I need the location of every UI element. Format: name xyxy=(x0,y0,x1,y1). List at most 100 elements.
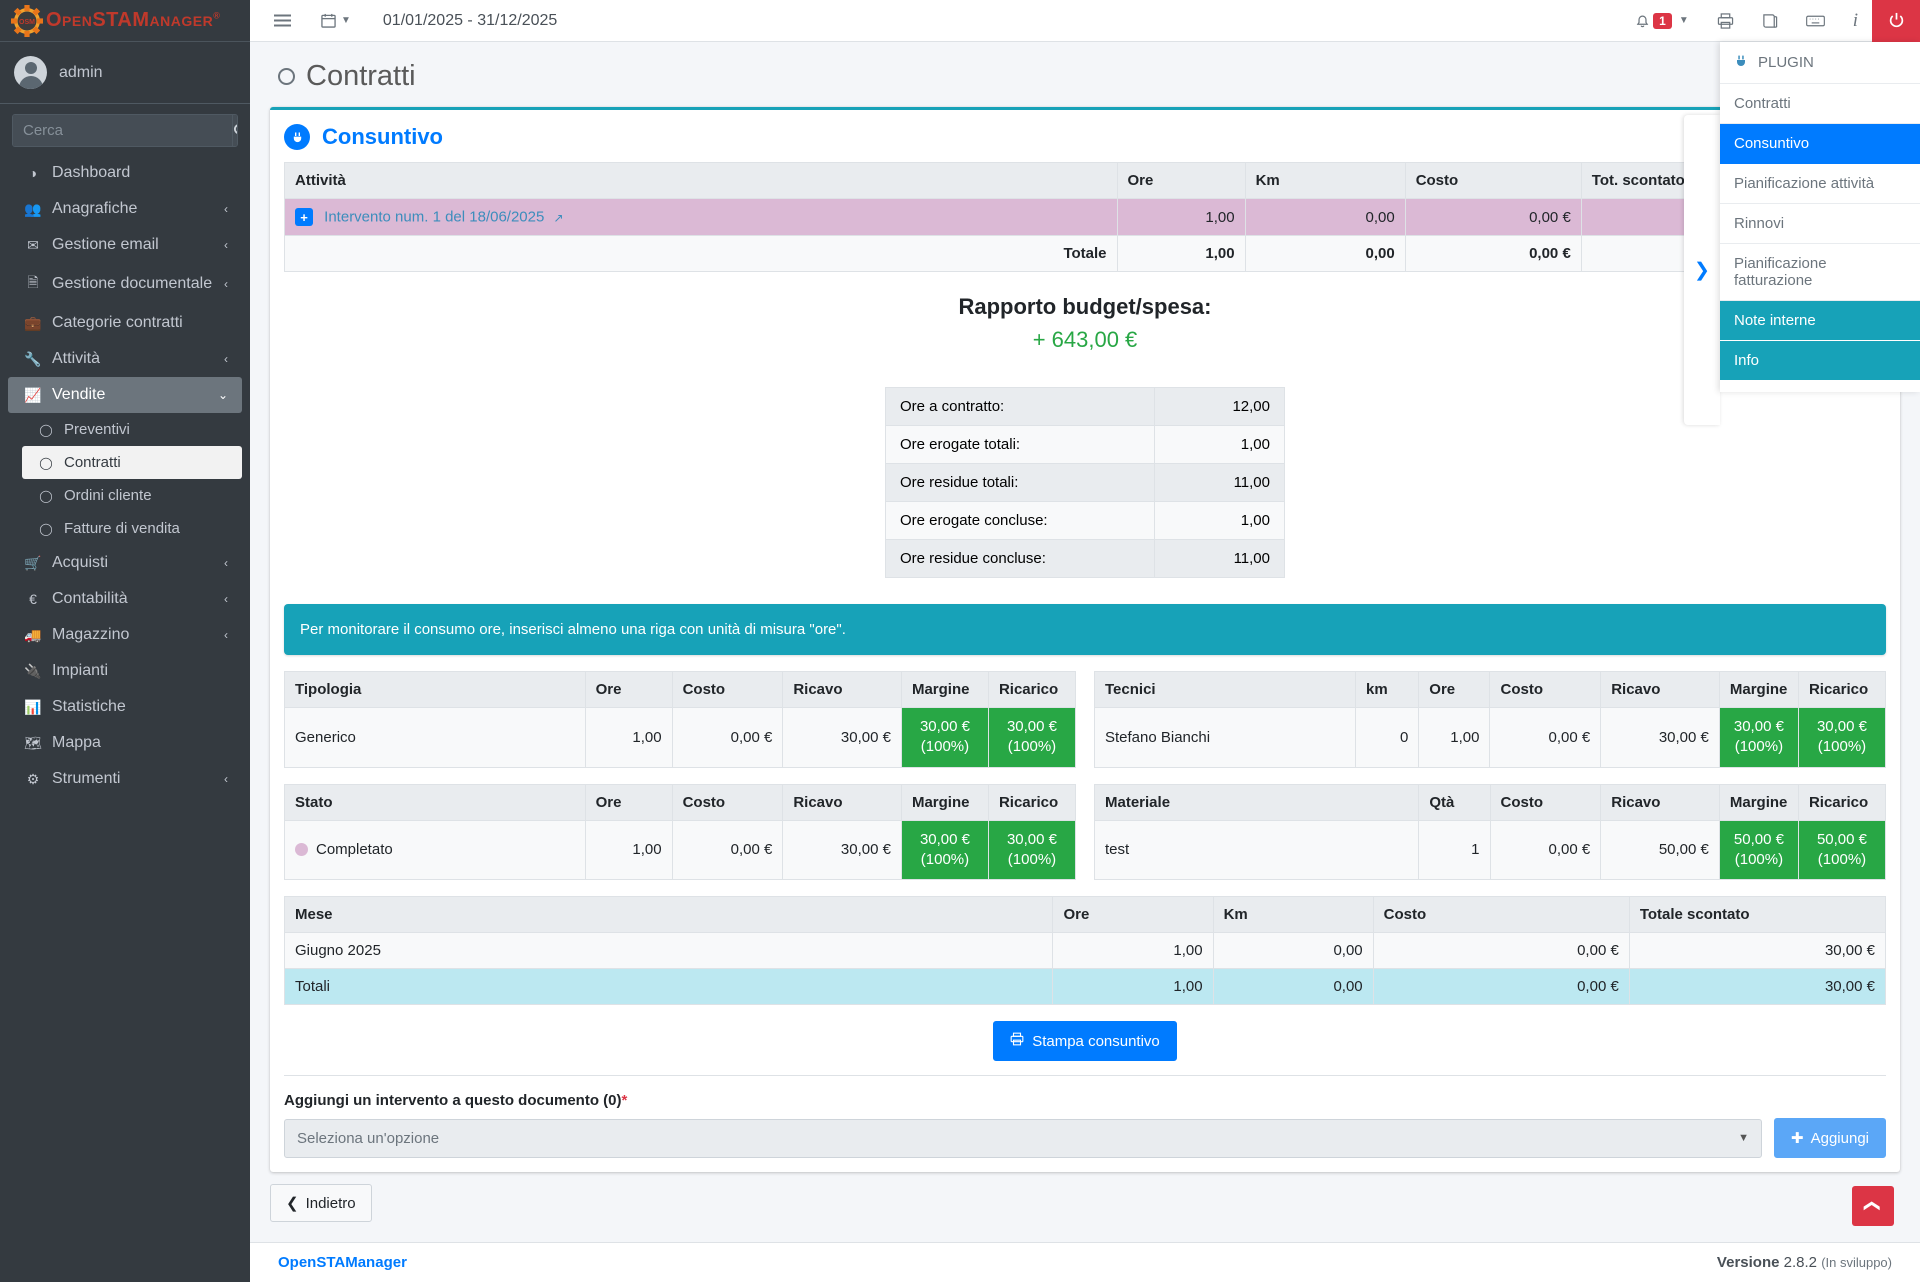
date-range-label[interactable]: 01/01/2025 - 31/12/2025 xyxy=(382,11,558,29)
cell-km: 0,00 xyxy=(1212,932,1374,969)
sidebar-item-anagrafiche[interactable]: 👥 Anagrafiche ‹ xyxy=(8,191,242,227)
sidebar-item-fatture-di-vendita[interactable]: ◯ Fatture di vendita xyxy=(22,512,242,545)
back-row: ❮ Indietro xyxy=(270,1184,1900,1222)
aggiungi-intervento-label: Aggiungi un intervento a questo document… xyxy=(284,1092,1886,1109)
indietro-button[interactable]: ❮ Indietro xyxy=(270,1184,372,1222)
calendar-icon[interactable]: ▼ xyxy=(311,8,361,33)
divider xyxy=(284,1075,1886,1076)
sidebar-item-contabilita[interactable]: € Contabilità ‹ xyxy=(8,581,242,617)
intervento-link[interactable]: Intervento num. 1 del 18/06/2025 xyxy=(324,208,545,226)
plugin-item-info[interactable]: Info xyxy=(1720,341,1920,381)
search-input[interactable] xyxy=(13,115,232,146)
plugin-item-consuntivo[interactable]: Consuntivo xyxy=(1720,124,1920,164)
plugin-panel-toggle[interactable]: ❯ xyxy=(1684,115,1720,425)
sidebar-item-categorie-contratti[interactable]: 💼 Categorie contratti xyxy=(8,305,242,341)
total-label: Totale xyxy=(284,235,1118,272)
plugin-item-contratti[interactable]: Contratti xyxy=(1720,84,1920,124)
col-costo: Costo xyxy=(1489,783,1602,821)
cell-ricarico: 50,00 € (100%) xyxy=(1797,819,1887,880)
sidebar-item-label: Magazzino xyxy=(52,626,130,643)
margine-percent: (100%) xyxy=(920,738,970,756)
sidebar-item-mappa[interactable]: 🗺 Mappa xyxy=(8,725,242,761)
power-icon[interactable] xyxy=(1872,0,1920,42)
plugin-item-pianificazione-attivita[interactable]: Pianificazione attività xyxy=(1720,164,1920,204)
col-margine: Margine xyxy=(1718,783,1799,821)
printer-icon[interactable] xyxy=(1703,0,1748,42)
sidebar-item-acquisti[interactable]: 🛒 Acquisti ‹ xyxy=(8,545,242,581)
brand-logo-area[interactable]: OSM OpenSTAManager® xyxy=(0,0,250,42)
aggiungi-button[interactable]: ✚ Aggiungi xyxy=(1774,1118,1886,1158)
chevron-left-icon: ‹ xyxy=(224,592,228,606)
table-header-row: Materiale Qtà Costo Ricavo Margine Ricar… xyxy=(1093,783,1887,821)
col-ricavo: Ricavo xyxy=(1600,783,1720,821)
col-ricarico: Ricarico xyxy=(987,671,1077,708)
plugin-item-note-interne[interactable]: Note interne xyxy=(1720,301,1920,341)
sidebar-item-strumenti[interactable]: ⚙ Strumenti ‹ xyxy=(8,761,242,797)
stampa-consuntivo-button[interactable]: Stampa consuntivo xyxy=(993,1021,1177,1061)
circle-icon: ◯ xyxy=(39,488,53,503)
sidebar-item-attivita[interactable]: 🔧 Attività ‹ xyxy=(8,341,242,377)
col-costo: Costo xyxy=(671,671,784,708)
search-icon[interactable] xyxy=(232,115,237,146)
table-header-row: Stato Ore Costo Ricavo Margine Ricarico xyxy=(284,783,1077,821)
summary-label: Ore residue concluse: xyxy=(885,539,1155,578)
print-row: Stampa consuntivo xyxy=(284,1021,1886,1061)
sidebar-item-gestione-email[interactable]: ✉ Gestione email ‹ xyxy=(8,227,242,263)
user-panel[interactable]: admin xyxy=(0,42,250,104)
cell-ricarico: 30,00 € (100%) xyxy=(1797,707,1887,768)
sidebar-item-label: Gestione email xyxy=(52,236,159,253)
card-body: Attività Ore Km Costo Tot. scontato + In… xyxy=(270,162,1900,1172)
sidebar-item-contratti[interactable]: ◯ Contratti xyxy=(22,446,242,479)
expand-row-button[interactable]: + xyxy=(295,208,313,226)
chevron-left-icon: ‹ xyxy=(224,556,228,570)
required-mark: * xyxy=(621,1092,628,1109)
col-totale-scontato: Totale scontato xyxy=(1628,896,1887,933)
external-link-icon[interactable]: ↗ xyxy=(553,210,564,225)
sidebar-search[interactable] xyxy=(12,114,238,147)
sidebar-item-statistiche[interactable]: 📊 Statistiche xyxy=(8,689,242,725)
totali-costo: 0,00 € xyxy=(1372,968,1630,1005)
sidebar-item-vendite[interactable]: 📈 Vendite ⌄ xyxy=(8,377,242,413)
keyboard-icon[interactable] xyxy=(1792,0,1839,42)
sidebar-item-label: Gestione documentale xyxy=(52,275,213,292)
cell-costo: 0,00 € xyxy=(1404,198,1582,236)
svg-text:OSM: OSM xyxy=(19,19,35,26)
sidebar-item-label: Vendite xyxy=(52,386,106,403)
intervento-select[interactable]: Seleziona un'opzione ▼ xyxy=(284,1118,1763,1158)
footer-brand[interactable]: OpenSTAManager xyxy=(278,1254,407,1271)
table-row[interactable]: + Intervento num. 1 del 18/06/2025 ↗ 1,0… xyxy=(284,198,1887,236)
truck-icon: 🚚 xyxy=(24,626,42,643)
sidebar-item-label: Anagrafiche xyxy=(52,200,138,217)
sidebar-item-preventivi[interactable]: ◯ Preventivi xyxy=(22,413,242,446)
sidebar-item-ordini-cliente[interactable]: ◯ Ordini cliente xyxy=(22,479,242,512)
sidebar-item-gestione-documentale[interactable]: 🗎 Gestione documentale ‹ xyxy=(8,263,242,305)
totali-label: Totali xyxy=(283,968,1054,1005)
sidebar-submenu-vendite: ◯ Preventivi ◯ Contratti ◯ Ordini client… xyxy=(0,413,250,545)
chevron-left-icon: ‹ xyxy=(224,202,228,216)
cell-stato: Completato xyxy=(284,819,586,880)
hamburger-icon[interactable] xyxy=(264,9,301,32)
plugin-item-pianificazione-fatturazione[interactable]: Pianificazione fatturazione xyxy=(1720,244,1920,301)
notifications-button[interactable]: 1 ▼ xyxy=(1621,0,1703,42)
info-icon[interactable]: i xyxy=(1852,9,1858,31)
sidebar-item-magazzino[interactable]: 🚚 Magazzino ‹ xyxy=(8,617,242,653)
col-qta: Qtà xyxy=(1418,783,1491,821)
plug-icon xyxy=(1734,54,1748,71)
book-icon[interactable] xyxy=(1748,0,1792,42)
cell-ore: 1,00 xyxy=(1418,707,1491,768)
cell-ricarico: 30,00 € (100%) xyxy=(987,707,1077,768)
table-header-row: Tecnici km Ore Costo Ricavo Margine Rica… xyxy=(1093,671,1887,708)
stato-table: Stato Ore Costo Ricavo Margine Ricarico xyxy=(284,783,1077,881)
back-to-top-button[interactable]: ❮ xyxy=(1852,1186,1894,1226)
circle-icon: ◯ xyxy=(39,521,53,536)
col-ricarico: Ricarico xyxy=(1797,783,1887,821)
circle-icon: ◯ xyxy=(39,422,53,437)
envelope-icon: ✉ xyxy=(27,236,39,253)
col-margine: Margine xyxy=(900,783,989,821)
plugin-item-rinnovi[interactable]: Rinnovi xyxy=(1720,204,1920,244)
sidebar-item-dashboard[interactable]: ◑ Dashboard xyxy=(8,155,242,191)
summary-label: Ore erogate concluse: xyxy=(885,501,1155,540)
col-margine: Margine xyxy=(1718,671,1799,708)
sidebar-item-impianti[interactable]: 🔌 Impianti xyxy=(8,653,242,689)
mese-table: Mese Ore Km Costo Totale scontato Giugno… xyxy=(283,896,1887,1005)
